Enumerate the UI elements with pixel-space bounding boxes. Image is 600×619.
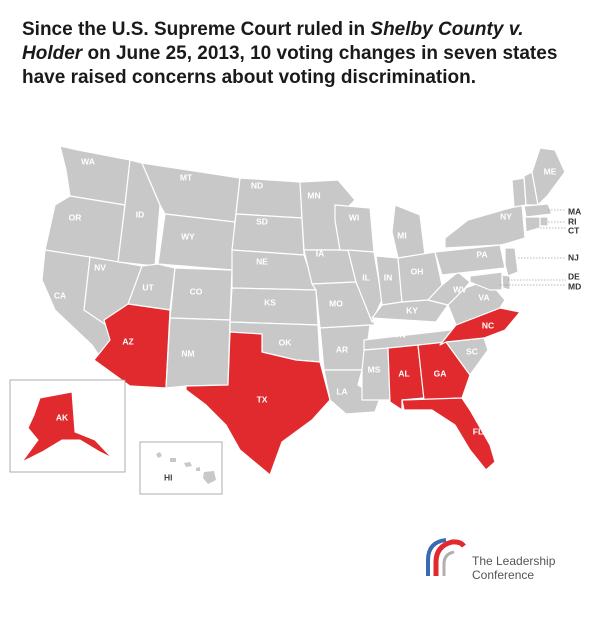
- state-LA: [323, 369, 381, 415]
- label-WI: WI: [349, 212, 359, 222]
- state-RI: [539, 216, 549, 227]
- state-ME: [531, 147, 566, 206]
- label-MT: MT: [180, 172, 193, 182]
- label-IL: IL: [362, 272, 370, 282]
- label-AR: AR: [336, 344, 348, 354]
- label-SC: SC: [466, 346, 478, 356]
- label-TX: TX: [257, 394, 268, 404]
- label-KS: KS: [264, 297, 276, 307]
- label-WA: WA: [81, 156, 95, 166]
- state-PA: [434, 244, 506, 276]
- label-NE: NE: [256, 256, 268, 266]
- state-SD: [231, 213, 305, 256]
- state-IA: [303, 249, 357, 285]
- case-name: Shelby County v. Holder: [22, 19, 524, 64]
- headline-part-1: Since the U.S. Supreme Court ruled in: [22, 19, 371, 40]
- state-WY: [157, 213, 236, 271]
- label-NV: NV: [94, 262, 106, 272]
- label-VA: VA: [478, 292, 489, 302]
- label-IA: IA: [316, 248, 325, 258]
- label-PA: PA: [476, 249, 487, 259]
- state-AK: [21, 391, 113, 463]
- label-NJ: NJ: [568, 252, 579, 262]
- label-IN: IN: [384, 272, 393, 282]
- logo-line-2: Conference: [472, 568, 535, 582]
- label-OK: OK: [279, 337, 293, 347]
- label-MN: MN: [307, 190, 320, 200]
- label-WV: WV: [453, 284, 467, 294]
- label-KY: KY: [406, 305, 418, 315]
- state-HI: [156, 452, 216, 484]
- label-ID: ID: [136, 209, 145, 219]
- label-HI: HI: [164, 472, 173, 482]
- label-SD: SD: [256, 216, 268, 226]
- headline-part-2: on June 25, 2013, 10 voting changes in s…: [22, 43, 558, 88]
- leadership-conference-logo: The Leadership Conference: [422, 532, 592, 584]
- state-DE: [501, 274, 511, 291]
- state-NJ: [504, 247, 519, 277]
- label-MD: MD: [568, 281, 581, 291]
- hawaii-inset-frame: [139, 441, 223, 495]
- label-ME: ME: [544, 166, 557, 176]
- label-CT: CT: [568, 225, 580, 235]
- logo-text: The Leadership Conference: [472, 554, 555, 582]
- label-WY: WY: [181, 231, 195, 241]
- logo-line-1: The Leadership: [472, 554, 556, 568]
- label-TN: TN: [394, 329, 405, 339]
- label-ND: ND: [251, 180, 263, 190]
- leader-lines: [500, 209, 566, 286]
- label-OH: OH: [411, 266, 424, 276]
- state-MS: [361, 347, 391, 401]
- label-UT: UT: [142, 282, 154, 292]
- state-MD: [469, 271, 503, 291]
- label-AK: AK: [56, 412, 69, 422]
- label-OR: OR: [69, 212, 82, 222]
- label-NY: NY: [500, 211, 512, 221]
- label-MI: MI: [397, 230, 406, 240]
- label-RI: RI: [568, 216, 577, 226]
- label-FL: FL: [473, 426, 483, 436]
- state-NE: [231, 249, 317, 291]
- state-TX: [185, 331, 331, 476]
- label-MS: MS: [368, 364, 381, 374]
- label-DE: DE: [568, 271, 580, 281]
- label-NM: NM: [181, 348, 194, 358]
- headline: Since the U.S. Supreme Court ruled in Sh…: [22, 18, 582, 90]
- label-MO: MO: [329, 298, 343, 308]
- state-CT: [524, 216, 541, 233]
- label-AL: AL: [398, 368, 409, 378]
- label-CA: CA: [54, 290, 66, 300]
- label-GA: GA: [434, 368, 447, 378]
- state-NY: [444, 204, 526, 249]
- label-CO: CO: [190, 286, 203, 296]
- state-MA: [523, 203, 553, 218]
- label-AZ: AZ: [122, 336, 133, 346]
- state-labels: WA OR CA NV ID MT WY UT AZ CO NM ND SD N…: [54, 154, 581, 482]
- label-MA: MA: [568, 206, 581, 216]
- logo-arches-icon: [426, 538, 466, 576]
- label-NH: NH: [522, 154, 534, 164]
- state-ND: [235, 177, 303, 219]
- label-VT: VT: [512, 166, 524, 176]
- label-NC: NC: [482, 320, 494, 330]
- state-FL: [401, 397, 496, 471]
- label-LA: LA: [336, 386, 347, 396]
- state-NM: [165, 317, 231, 389]
